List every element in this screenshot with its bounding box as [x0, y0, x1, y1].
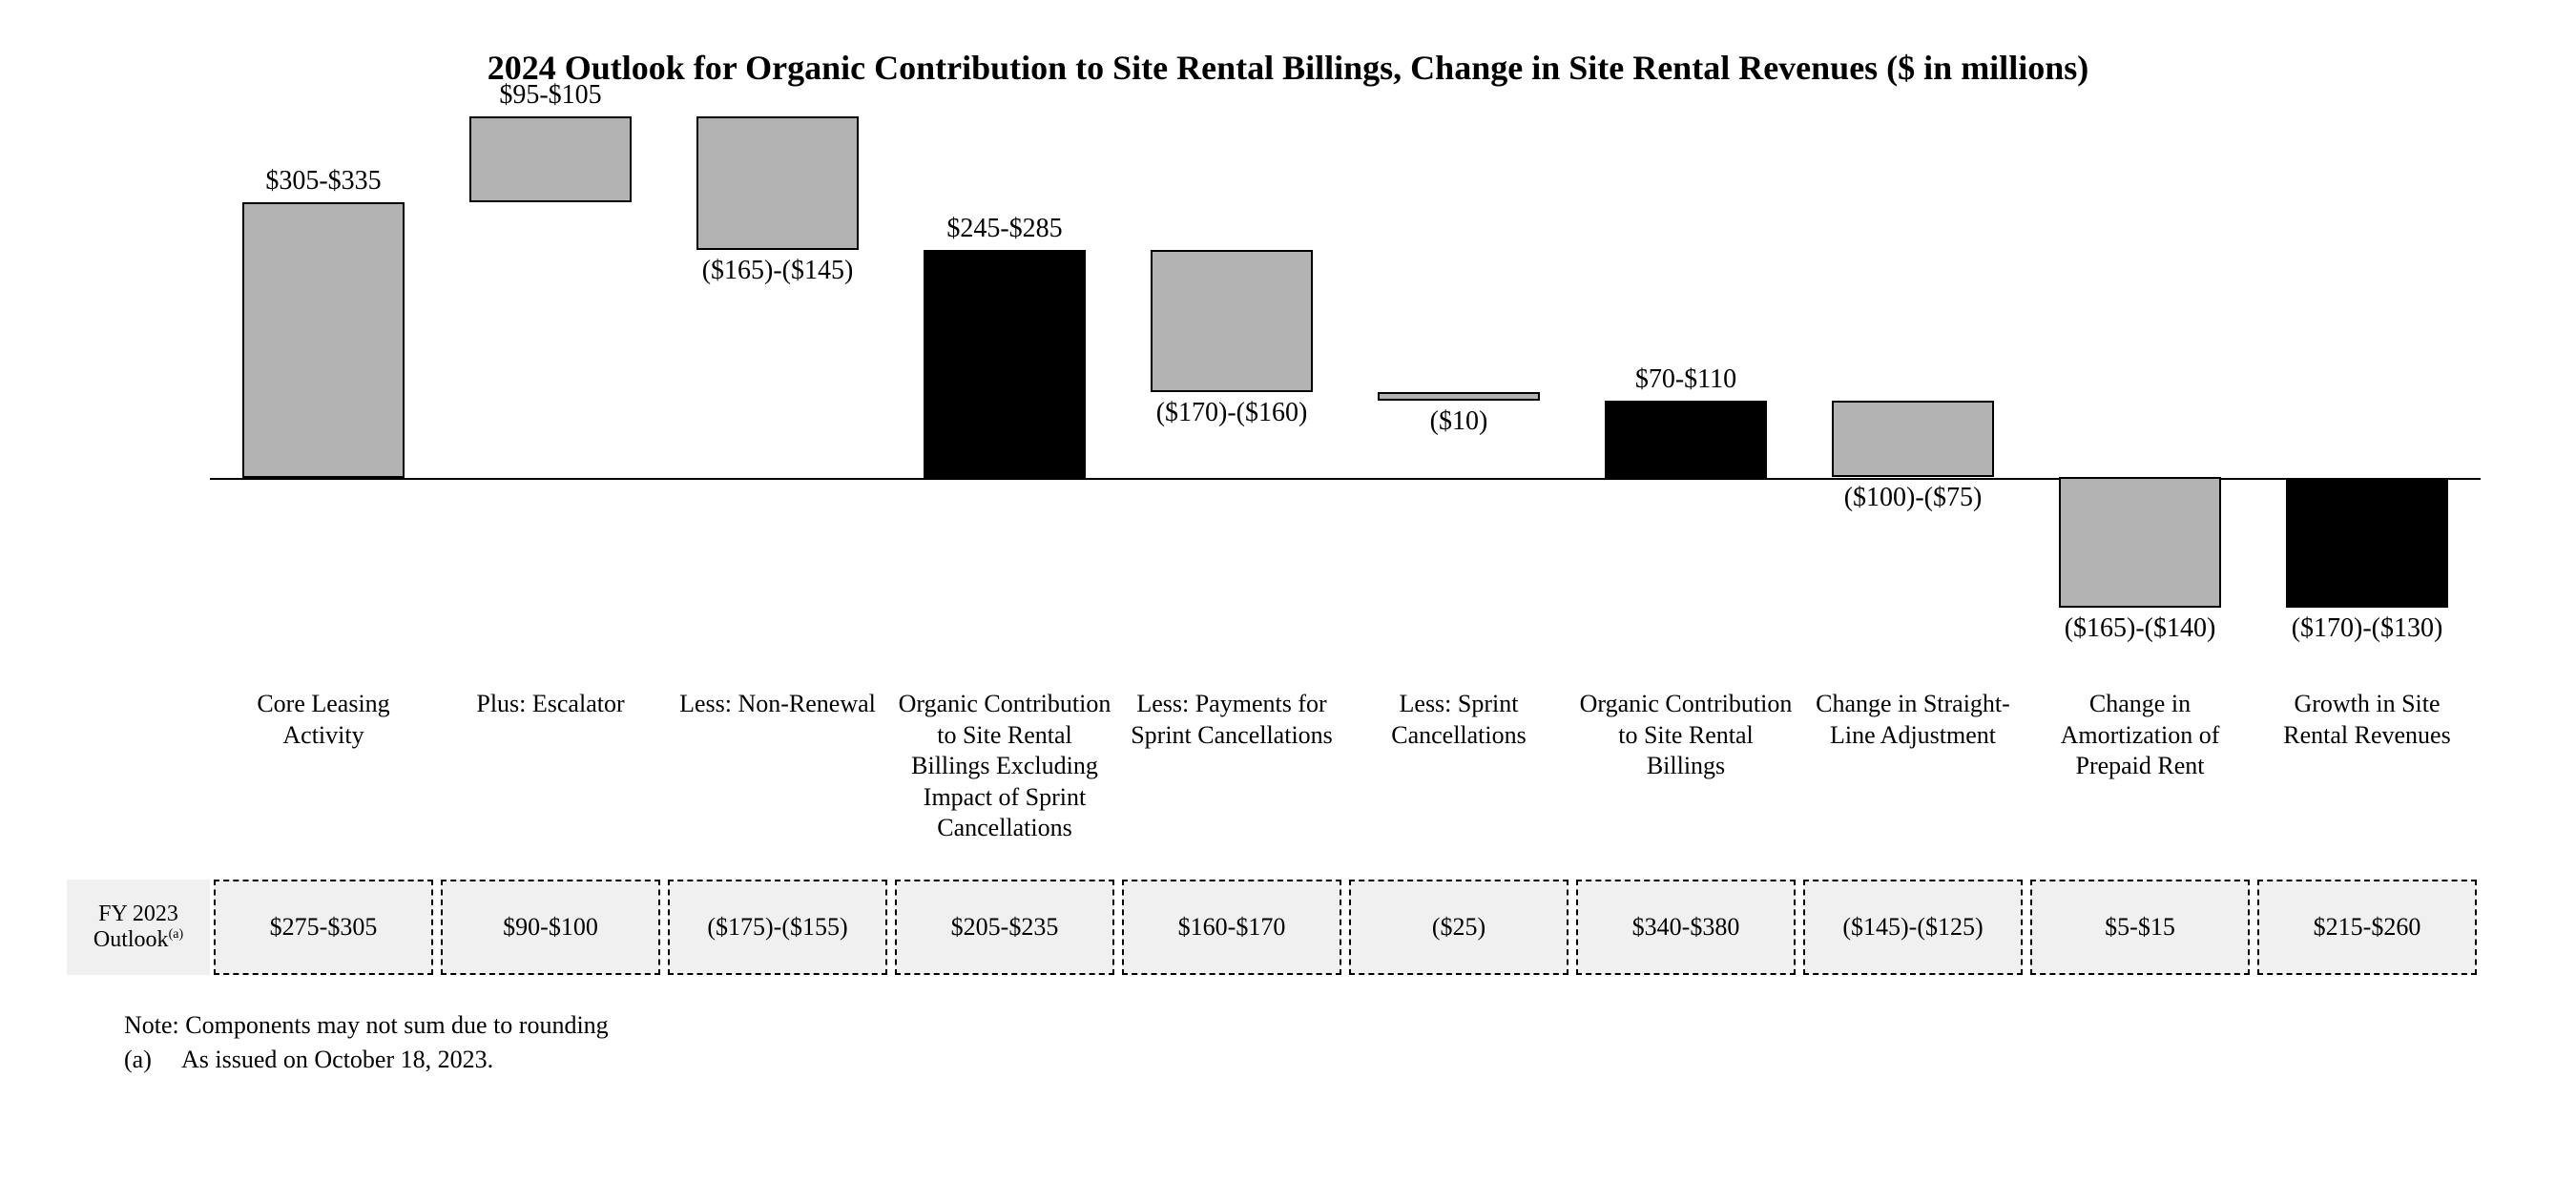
waterfall-bar [1832, 401, 1994, 476]
category-label: Organic Contribution to Site Rental Bill… [891, 689, 1118, 860]
footnote-rounding: Note: Components may not sum due to roun… [124, 1008, 2538, 1043]
bar-value-label: $305-$335 [265, 166, 381, 197]
category-label: Change in Amortization of Prepaid Rent [2026, 689, 2254, 860]
footnote-a-marker: (a) [124, 1043, 181, 1077]
bar-value-label: ($165)-($145) [702, 256, 854, 286]
category-label: Less: Payments for Sprint Cancellations [1118, 689, 1345, 860]
fy2023-cells: $275-$305$90-$100($175)-($155)$205-$235$… [210, 880, 2481, 975]
category-labels-row: Core Leasing ActivityPlus: EscalatorLess… [210, 689, 2481, 860]
bar-slot: $245-$285 [891, 116, 1118, 651]
bar-slot: ($170)-($130) [2254, 116, 2481, 651]
category-label: Less: Sprint Cancellations [1345, 689, 1572, 860]
category-label: Growth in Site Rental Revenues [2254, 689, 2481, 860]
waterfall-bar [696, 116, 859, 250]
chart-page: 2024 Outlook for Organic Contribution to… [0, 0, 2576, 1202]
waterfall-chart: $305-$335 $95-$105 ($165)-($145) $245-$285 (… [210, 116, 2481, 651]
fy2023-label-line1: FY 2023 [98, 902, 178, 926]
fy2023-row-header: FY 2023 Outlook(a) [67, 880, 210, 975]
waterfall-bar [2286, 478, 2448, 607]
fy2023-cell: ($25) [1349, 880, 1568, 975]
waterfall-bar [924, 250, 1086, 478]
bar-value-label: ($165)-($140) [2065, 613, 2216, 644]
category-label: Plus: Escalator [437, 689, 664, 860]
bar-slot: ($170)-($160) [1118, 116, 1345, 651]
bar-slot: ($100)-($75) [1799, 116, 2026, 651]
chart-title: 2024 Outlook for Organic Contribution to… [38, 48, 2538, 88]
bar-slot: $70-$110 [1572, 116, 1799, 651]
category-label: Less: Non-Renewal [664, 689, 891, 860]
bar-value-label: ($10) [1430, 406, 1488, 437]
category-label: Change in Straight-Line Adjustment [1799, 689, 2026, 860]
bar-value-label: $70-$110 [1635, 364, 1736, 395]
fy2023-cell: $340-$380 [1576, 880, 1796, 975]
waterfall-bar [1151, 250, 1313, 392]
fy2023-label-sup: (a) [169, 927, 184, 942]
fy2023-cell: $205-$235 [895, 880, 1114, 975]
bar-value-label: ($170)-($130) [2292, 613, 2443, 644]
bar-slot: $95-$105 [437, 116, 664, 651]
waterfall-bar [242, 202, 405, 478]
category-label: Core Leasing Activity [210, 689, 437, 860]
waterfall-bar [2059, 477, 2221, 608]
bar-slot: ($10) [1345, 116, 1572, 651]
waterfall-bar [1605, 401, 1767, 478]
fy2023-table: FY 2023 Outlook(a) $275-$305$90-$100($17… [67, 880, 2481, 975]
waterfall-bar [469, 116, 632, 202]
fy2023-cell: $160-$170 [1122, 880, 1341, 975]
bar-value-label: $245-$285 [946, 214, 1062, 244]
fy2023-cell: ($145)-($125) [1803, 880, 2023, 975]
bar-value-label: ($100)-($75) [1844, 483, 1983, 513]
fy2023-cell: $90-$100 [441, 880, 660, 975]
fy2023-cell: ($175)-($155) [668, 880, 887, 975]
fy2023-cell: $275-$305 [214, 880, 433, 975]
fy2023-label-line2: Outlook [93, 927, 169, 952]
waterfall-bar [1378, 392, 1540, 401]
category-label: Organic Contribution to Site Rental Bill… [1572, 689, 1799, 860]
fy2023-cell: $5-$15 [2030, 880, 2250, 975]
bar-slot: ($165)-($145) [664, 116, 891, 651]
bar-value-label: $95-$105 [499, 80, 601, 111]
bar-value-label: ($170)-($160) [1156, 398, 1308, 428]
bar-slot: ($165)-($140) [2026, 116, 2254, 651]
footnotes: Note: Components may not sum due to roun… [124, 1008, 2538, 1078]
bars-container: $305-$335 $95-$105 ($165)-($145) $245-$285 (… [210, 116, 2481, 651]
fy2023-cell: $215-$260 [2257, 880, 2477, 975]
footnote-a-text: As issued on October 18, 2023. [181, 1043, 493, 1077]
bar-slot: $305-$335 [210, 116, 437, 651]
